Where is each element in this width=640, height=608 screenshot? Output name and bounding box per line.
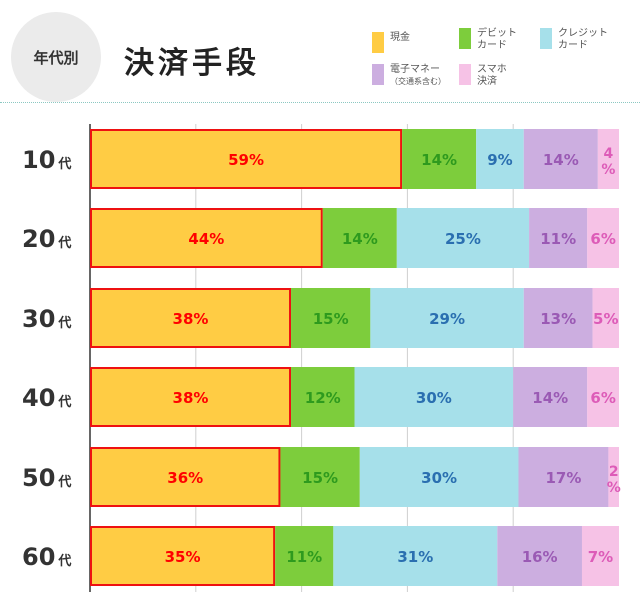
- legend-label-debit: デビット カード: [477, 28, 517, 51]
- data-label: 35%: [165, 548, 201, 566]
- bar-segment: [592, 288, 619, 348]
- bar-segment: [396, 208, 530, 268]
- data-label: 12%: [305, 389, 341, 407]
- bar-segment: [354, 367, 514, 427]
- bar-segment: [90, 208, 323, 268]
- data-label: 11%: [286, 548, 322, 566]
- category-label: 60 代: [22, 543, 71, 571]
- data-label: 44%: [188, 230, 224, 248]
- data-label: 4: [604, 146, 614, 162]
- data-label: 2: [609, 464, 619, 480]
- data-label: 30%: [421, 469, 457, 487]
- bar-segment: [518, 447, 609, 507]
- data-label-unit: %: [607, 480, 621, 496]
- bar-segment: [90, 447, 281, 507]
- legend-item-emoney: 電子マネー （交通系含む）: [372, 64, 446, 88]
- bar-segment: [402, 129, 477, 189]
- data-label: 14%: [532, 389, 568, 407]
- legend-item-credit: クレジット カード: [540, 28, 608, 52]
- legend-swatch-credit: [540, 28, 552, 49]
- data-label: 36%: [167, 469, 203, 487]
- data-label: 25%: [445, 230, 481, 248]
- bar-segment: [275, 526, 334, 586]
- data-label: 17%: [546, 469, 582, 487]
- data-label-unit: %: [601, 162, 615, 178]
- bar-segment: [529, 208, 588, 268]
- bar-segment: [322, 208, 397, 268]
- legend-label-credit: クレジット カード: [558, 28, 608, 51]
- highlight-frame: [90, 129, 403, 189]
- bar-segment: [587, 208, 619, 268]
- bar-segment: [497, 526, 582, 586]
- bar-segment: [608, 447, 619, 507]
- legend-swatch-smartphone: [459, 64, 471, 85]
- data-label: 13%: [540, 310, 576, 328]
- category-label: 50 代: [22, 464, 71, 492]
- bar-segment: [280, 447, 360, 507]
- data-label: 38%: [173, 389, 209, 407]
- data-label: 15%: [313, 310, 349, 328]
- bar-segment: [476, 129, 524, 189]
- bar-segment: [291, 288, 371, 348]
- bar-segment: [333, 526, 498, 586]
- category-label: 20 代: [22, 225, 71, 253]
- bar-segment: [597, 129, 619, 189]
- legend-label-cash: 現金: [390, 32, 410, 43]
- legend-swatch-emoney: [372, 64, 384, 85]
- data-label: 38%: [173, 310, 209, 328]
- bar-segment: [90, 129, 403, 189]
- bar-segment: [90, 526, 276, 586]
- bar-segment: [523, 129, 598, 189]
- bar-segment: [581, 526, 619, 586]
- legend-item-debit: デビット カード: [459, 28, 517, 52]
- highlight-frame: [90, 447, 281, 507]
- data-label: 15%: [302, 469, 338, 487]
- data-label: 6%: [590, 389, 615, 407]
- highlight-frame: [90, 208, 323, 268]
- bar-segment: [90, 367, 292, 427]
- legend-label-emoney-sub: （交通系含む）: [390, 77, 446, 86]
- bar-segment: [587, 367, 619, 427]
- legend-label-smartphone: スマホ 決済: [477, 64, 507, 87]
- category-label: 30 代: [22, 305, 71, 333]
- bar-segment: [523, 288, 593, 348]
- highlight-frame: [90, 526, 276, 586]
- data-label: 59%: [228, 151, 264, 169]
- category-label: 10 代: [22, 146, 71, 174]
- data-label: 11%: [540, 230, 576, 248]
- data-label: 7%: [588, 548, 613, 566]
- data-label: 5%: [593, 310, 618, 328]
- bar-segment: [291, 367, 355, 427]
- highlight-frame: [90, 288, 292, 348]
- data-label: 14%: [421, 151, 457, 169]
- data-label: 14%: [342, 230, 378, 248]
- bar-segment: [359, 447, 519, 507]
- legend-swatch-debit: [459, 28, 471, 49]
- data-label: 14%: [543, 151, 579, 169]
- data-label: 6%: [590, 230, 615, 248]
- category-label: 40 代: [22, 384, 71, 412]
- data-label: 29%: [429, 310, 465, 328]
- bar-segment: [513, 367, 588, 427]
- legend-label-emoney: 電子マネー: [390, 64, 440, 75]
- data-label: 9%: [487, 151, 512, 169]
- data-label: 31%: [397, 548, 433, 566]
- data-label: 30%: [416, 389, 452, 407]
- bar-segment: [370, 288, 524, 348]
- legend-item-smartphone: スマホ 決済: [459, 64, 507, 88]
- header-badge: 年代別: [11, 12, 101, 102]
- highlight-frame: [90, 367, 292, 427]
- bar-segment: [90, 288, 292, 348]
- chart-title: 決済手段: [124, 46, 260, 81]
- data-label: 16%: [522, 548, 558, 566]
- legend-swatch-cash: [372, 32, 384, 53]
- header-divider: [0, 102, 640, 103]
- legend-item-cash: 現金: [372, 32, 410, 53]
